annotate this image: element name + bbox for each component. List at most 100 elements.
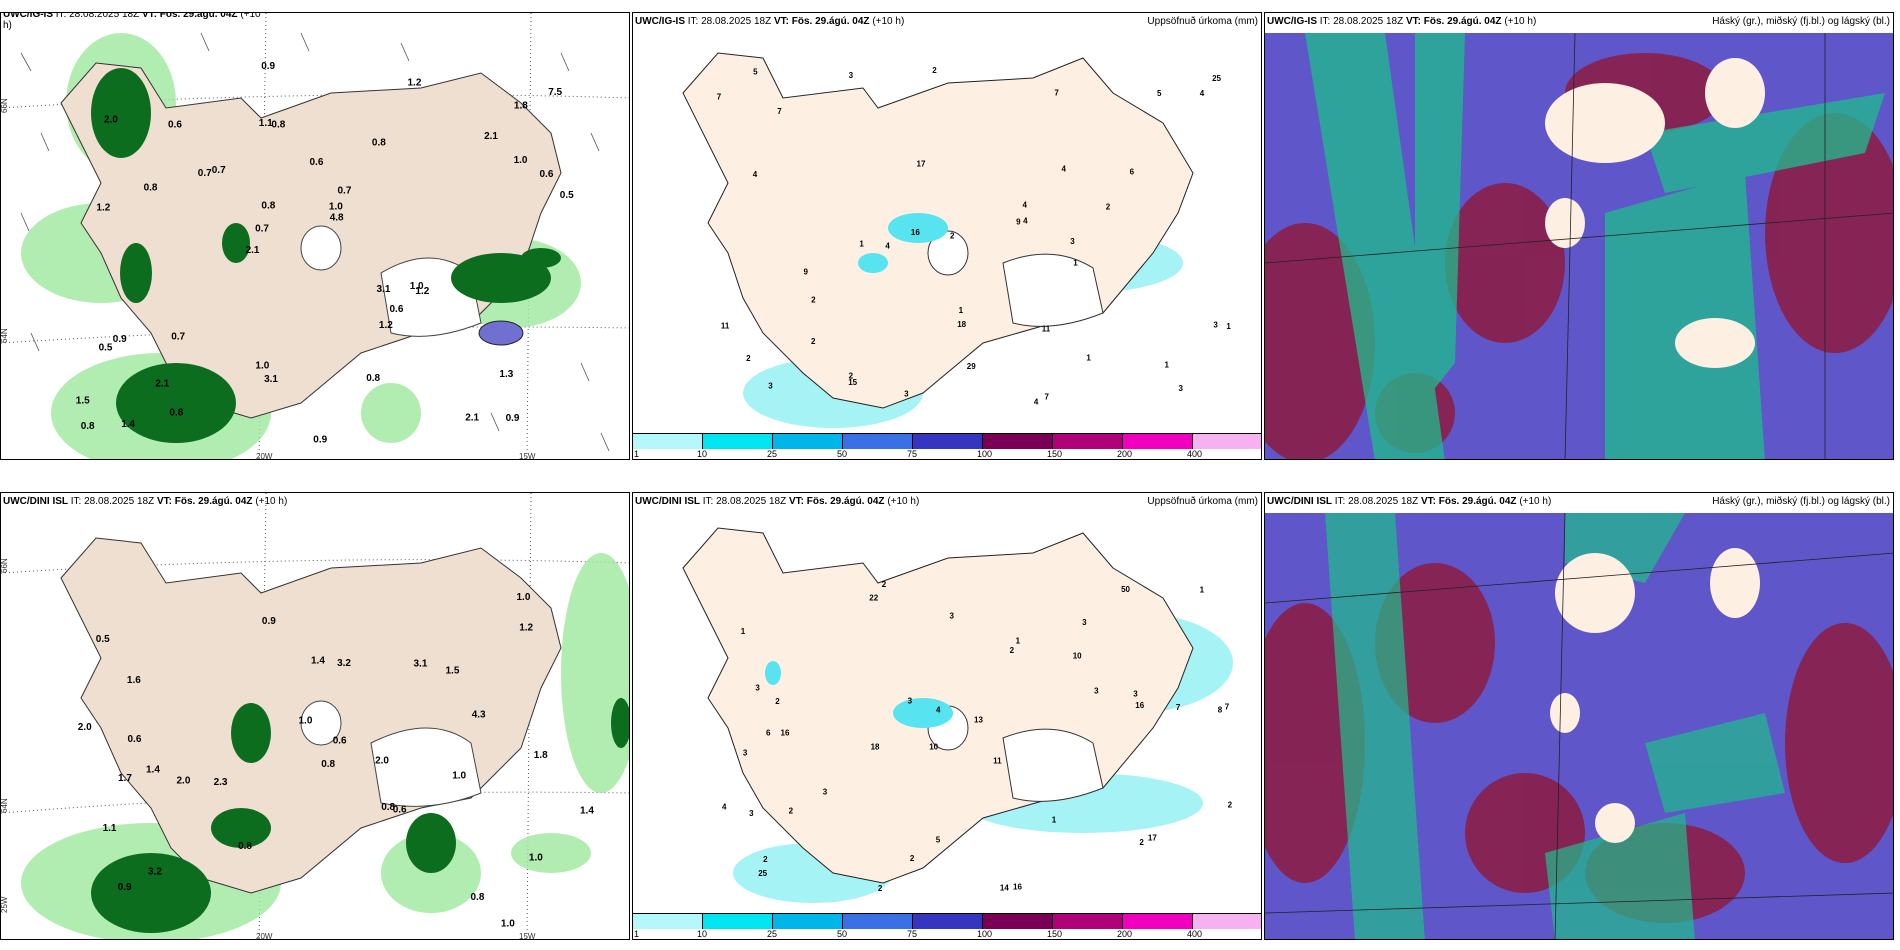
map-top-left: 66N 64N 20W 15W 0.9 1.2 1.8 2.1 0.8 1.4 1.1 0.6… (1, 13, 629, 459)
map-value-label: 2 (1106, 202, 1111, 211)
map-value-label: 6 (766, 729, 771, 738)
map-value-label: 1.2 (96, 203, 110, 214)
map-value-label: 1.6 (127, 675, 141, 686)
map-value-label: 2 (789, 806, 794, 815)
map-value-label: 1.0 (452, 771, 466, 782)
colorbar-swatch (1123, 913, 1193, 929)
map-value-label: 0.6 (393, 805, 407, 816)
map-value-label: 16 (781, 728, 790, 737)
map-value-label: 0.7 (338, 186, 352, 197)
map-value-label: 2.0 (104, 115, 118, 126)
map-value-label: 1.3 (499, 369, 513, 380)
map-value-label: 0.6 (540, 169, 554, 180)
map-value-label: 0.7 (212, 165, 226, 176)
map-value-label: 1.4 (146, 765, 160, 776)
map-value-label: 7 (717, 92, 722, 101)
map-value-label: 0.5 (560, 190, 574, 201)
map-value-label: 0.8 (321, 759, 335, 770)
map-value-label: 1.1 (103, 823, 117, 834)
lead-time: (+10 (237, 12, 261, 20)
map-value-label: 16 (911, 228, 920, 237)
map-value-label: 2 (746, 354, 751, 363)
colorbar-top: 1 10 25 50 75 100 150 200 400 (633, 433, 1261, 459)
map-value-label: 2.0 (375, 755, 389, 766)
map-value-label: 4 (1062, 164, 1067, 173)
panel-field-label: Uppsöfnuð úrkoma (mm) (1147, 16, 1258, 27)
map-value-label: 0.6 (390, 304, 404, 315)
map-value-label: 3 (904, 389, 909, 398)
colorbar-label: 25 (767, 449, 778, 459)
panel-bottom-left-wind-precip: 66N 64N 25W 20W 15W 1.0 1.4 0.8 0.5 1.0 1.6 3.… (0, 492, 630, 940)
map-value-label: 0.9 (262, 616, 276, 627)
map-value-label: 4 (936, 706, 941, 715)
valid-time: VT: Fös. 29.ágú. 04Z (788, 496, 885, 507)
map-value-label: 1 (959, 306, 964, 315)
panel-bottom-right-clouds: UWC/DINI ISL IT: 28.08.2025 18Z VT: Fös.… (1264, 492, 1894, 940)
map-value-label: 0.8 (366, 373, 380, 384)
map-value-label: 0.9 (261, 61, 275, 72)
panel-title: UWC/IG-IS IT: 28.08.2025 18Z VT: Fös. 29… (3, 12, 261, 31)
map-value-label: 17 (1148, 834, 1157, 843)
map-value-label: 0.5 (99, 342, 113, 353)
map-top-mid: 3421371321752916187941547112543691125127… (682, 52, 1231, 428)
map-value-label: 0.9 (118, 882, 132, 893)
lon-label-25w: 25W (1, 896, 9, 913)
init-time: IT: 28.08.2025 18Z (700, 496, 789, 507)
map-value-label: 1 (1016, 637, 1021, 646)
map-value-label: 2 (849, 372, 854, 381)
colorbar-label: 400 (1187, 449, 1203, 459)
map-value-label: 3 (908, 696, 913, 705)
map-value-label: 3.1 (414, 658, 428, 669)
colorbar-bottom: 1 10 25 50 75 100 150 200 400 (633, 913, 1261, 939)
model-name: UWC/IG-IS (1267, 16, 1317, 27)
colorbar-swatch (1123, 433, 1193, 449)
map-value-label: 2.0 (78, 722, 92, 733)
map-bottom-right (1265, 512, 1893, 939)
colorbar-label: 150 (1047, 449, 1063, 459)
map-value-label: 3 (1133, 690, 1138, 699)
panel-top-mid-accum-precip: 3 4 2 1 3 7 1 3 2 17 5 29 16 18 7 9 4 15 4 7 11 25 4 3 6 9 11 2 5 1 2 7… (632, 12, 1262, 460)
colorbar-label: 75 (907, 929, 918, 939)
map-value-label: 4 (1023, 217, 1028, 226)
map-value-label: 3 (849, 71, 854, 80)
map-value-label: 6 (1130, 167, 1135, 176)
map-value-label: 7 (1225, 703, 1230, 712)
map-value-label: 1.4 (121, 419, 135, 430)
colorbar-swatch (1193, 913, 1261, 929)
map-value-label: 29 (967, 362, 976, 371)
map-value-label: 2.3 (214, 777, 228, 788)
map-value-label: 1.0 (410, 281, 424, 292)
map-value-label: 1 (1226, 322, 1231, 331)
map-value-label: 1 (1165, 361, 1170, 370)
colorbar-swatch (1053, 433, 1123, 449)
map-value-label: 2.1 (465, 412, 479, 423)
map-value-label: 11 (1042, 325, 1051, 334)
map-value-label: 0.6 (128, 734, 142, 745)
model-name: UWC/IG-IS (635, 16, 685, 27)
map-value-label: 2 (910, 854, 915, 863)
valid-time: VT: Fös. 29.ágú. 04Z (1420, 496, 1517, 507)
map-value-label: 1.0 (514, 155, 528, 166)
map-value-label: 3 (1070, 237, 1075, 246)
map-value-label: 0.7 (198, 168, 212, 179)
map-value-label: 7 (1176, 703, 1181, 712)
map-value-label: 3 (823, 788, 828, 797)
map-value-label: 1.2 (408, 78, 422, 89)
map-value-label: 3.1 (377, 284, 391, 295)
colorbar-swatch (633, 913, 703, 929)
lat-label-66: 66N (1, 558, 9, 573)
lat-label-64: 64N (1, 328, 9, 343)
map-value-label: 25 (758, 869, 767, 878)
map-value-label: 4 (722, 802, 727, 811)
map-value-label: 1.2 (379, 320, 393, 331)
valid-time: VT: Fös. 29.ágú. 04Z (156, 496, 253, 507)
map-value-label: 7 (1045, 393, 1050, 402)
map-value-label: 50 (1121, 585, 1130, 594)
init-time: IT: 28.08.2025 18Z (685, 16, 774, 27)
map-value-label: 4.8 (330, 213, 344, 224)
precip-values-bottom-left: 1.01.40.80.51.01.63.22.31.51.4 3.10.80.80… (78, 592, 595, 929)
map-value-label: 0.8 (381, 802, 395, 813)
map-value-label: 1.0 (517, 592, 531, 603)
map-value-label: 0.8 (271, 119, 285, 130)
map-value-label: 3 (768, 381, 773, 390)
